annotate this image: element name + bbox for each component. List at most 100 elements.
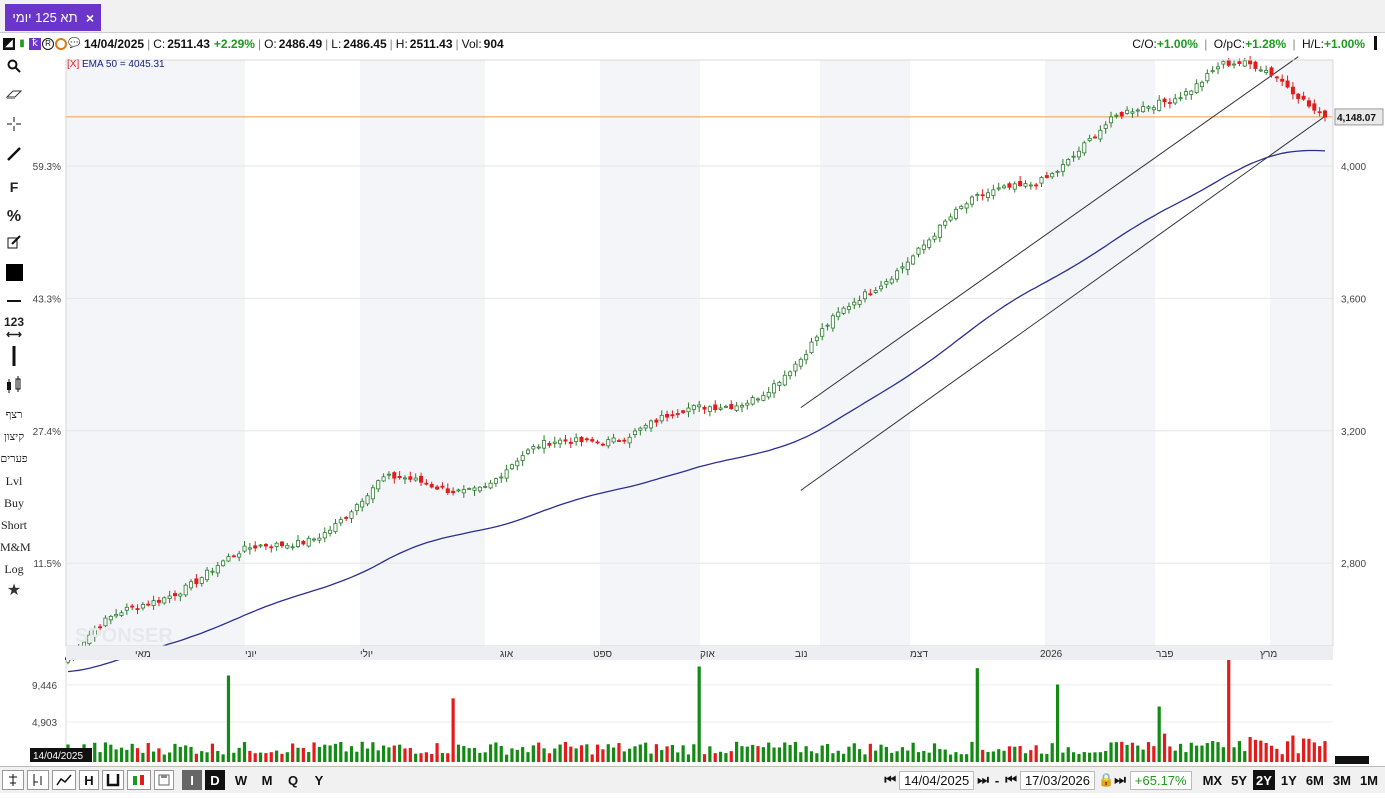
number-tool[interactable]: 123 ⟷ (0, 316, 28, 342)
toolbar-short[interactable]: Short (0, 518, 27, 532)
candle-body (237, 553, 242, 558)
toolbar-buy[interactable]: Buy (3, 496, 24, 510)
toolbar-lvl[interactable]: Lvl (5, 474, 23, 488)
hline-icon[interactable] (0, 288, 28, 310)
interval-quarterly[interactable]: Q (287, 772, 299, 788)
bars-mode-icon[interactable] (27, 770, 49, 790)
volume-bar (1221, 747, 1225, 762)
candle-body (846, 306, 851, 310)
volume-bar (242, 741, 247, 762)
hlc-mode-icon[interactable]: H (79, 770, 99, 790)
toolbar-mm[interactable]: M&M (0, 540, 31, 554)
vline-icon[interactable] (0, 346, 28, 368)
candle-body (215, 565, 220, 574)
interval-yearly[interactable]: Y (314, 772, 324, 788)
candle-body (574, 437, 579, 442)
volume-bar (435, 743, 439, 762)
chart-area[interactable]: 2,800 11.5% 3,200 27.4% 3,600 43.3% 4,000 59.3%… (30, 55, 1385, 766)
first-icon[interactable]: ⏮ (884, 772, 897, 787)
pattern-icon[interactable]: ꝁ (29, 38, 41, 50)
hl-value: +1.00% (1323, 37, 1365, 51)
area-mode-icon[interactable] (102, 770, 124, 790)
lock-icon[interactable]: 🔒 (1098, 772, 1115, 787)
chart-type-icon[interactable]: ◢ (3, 38, 15, 50)
volume-bar (927, 752, 931, 762)
interval-intraday[interactable]: I (182, 770, 202, 790)
candles-icon[interactable] (0, 376, 28, 398)
volume-bar (98, 752, 102, 762)
toolbar-gaps[interactable]: פערים (0, 453, 28, 465)
candles-icon[interactable]: ▮ (19, 38, 25, 49)
fibonacci-tool[interactable]: F (9, 179, 19, 195)
search-icon[interactable] (0, 58, 28, 80)
interval-weekly[interactable]: W (234, 772, 248, 788)
toolbar-extreme[interactable]: קיצון (3, 431, 25, 443)
line-icon[interactable] (0, 146, 28, 168)
volume-bar (649, 753, 653, 762)
range-1m[interactable]: 1M (1359, 772, 1378, 788)
candle-body (1023, 183, 1028, 187)
ema-line (67, 149, 1326, 673)
candle-body (1312, 103, 1317, 111)
eraser-icon[interactable] (0, 86, 28, 108)
back-icon[interactable]: ⏮ (1005, 772, 1017, 787)
candle-body (558, 439, 563, 445)
last-icon[interactable]: ⏭ (1114, 772, 1126, 787)
to-date[interactable]: 17/03/2026 (1019, 770, 1096, 790)
volume-bar (446, 753, 450, 762)
volume-bar (414, 753, 418, 762)
info-menu-icon[interactable] (1374, 36, 1377, 50)
candle-body (542, 440, 547, 449)
month-bands (66, 60, 1333, 646)
candle-body (162, 597, 167, 604)
star-icon[interactable]: ★ (6, 582, 22, 599)
from-date[interactable]: 14/04/2025 (899, 770, 975, 790)
range-5y[interactable]: 5Y (1231, 772, 1247, 788)
candle-body (124, 606, 129, 611)
open-value: 2486.49 (278, 37, 323, 51)
candle-body (231, 555, 236, 558)
chart-tab[interactable]: תא 125 יומי × (5, 4, 101, 31)
registered-icon[interactable]: R (42, 38, 54, 50)
crosshair-mode-icon[interactable] (2, 770, 24, 790)
channel-upper-line (800, 56, 1299, 409)
coin-icon[interactable] (55, 38, 67, 50)
candle-body (681, 410, 686, 413)
volume-bar (424, 752, 428, 762)
step-icon[interactable]: ⏭ (977, 772, 989, 787)
toolbar-log[interactable]: Log (4, 562, 24, 576)
range-2y[interactable]: 2Y (1253, 770, 1275, 790)
range-1y[interactable]: 1Y (1280, 772, 1297, 788)
candle-body (1119, 111, 1124, 117)
candle-body (354, 504, 359, 512)
volume-bar (1061, 752, 1065, 762)
candle-body (654, 419, 659, 423)
candle-body (782, 374, 787, 386)
close-icon[interactable]: × (85, 9, 95, 26)
color-box-icon[interactable] (0, 260, 28, 282)
price-chart-svg[interactable]: 2,800 11.5% 3,200 27.4% 3,600 43.3% 4,000 59.3%… (30, 55, 1385, 766)
candle-body (226, 556, 231, 562)
volume-bar (419, 753, 423, 762)
candle-body (520, 455, 525, 461)
volume-bar (660, 750, 664, 762)
percent-tool[interactable]: % (6, 208, 22, 225)
volume-bar (1269, 745, 1274, 762)
grid-lines (66, 116, 1333, 564)
range-3m[interactable]: 3M (1332, 772, 1351, 788)
candle-mode-icon[interactable] (127, 770, 151, 790)
interval-monthly[interactable]: M (261, 772, 273, 788)
edit-icon[interactable] (0, 234, 28, 256)
candle-body (1306, 100, 1311, 107)
range-6m[interactable]: 6M (1305, 772, 1324, 788)
line-mode-icon[interactable] (52, 770, 76, 790)
comment-icon[interactable]: 💬 (68, 38, 81, 49)
interval-daily[interactable]: D (205, 770, 225, 790)
toolbar-seq[interactable]: רצף (5, 409, 23, 421)
range-mx[interactable]: MX (1202, 772, 1223, 788)
volume-bar (146, 742, 150, 762)
candle-body (632, 430, 637, 435)
crosshair-icon[interactable] (0, 116, 28, 138)
candle-body (274, 542, 279, 547)
save-icon[interactable] (154, 770, 174, 790)
